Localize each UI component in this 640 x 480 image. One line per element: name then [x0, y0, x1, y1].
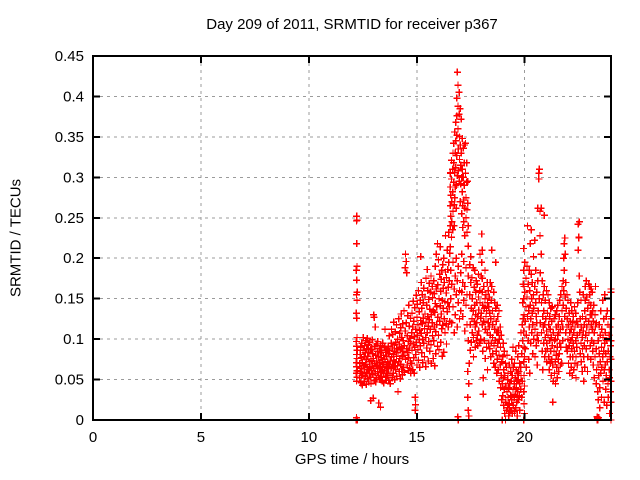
y-tick-label: 0.1: [63, 331, 84, 348]
y-tick-label: 0.45: [55, 48, 84, 65]
y-tick-label: 0.4: [63, 88, 84, 105]
y-tick-label: 0: [76, 412, 84, 429]
y-tick-label: 0.35: [55, 129, 84, 146]
x-tick-label: 20: [516, 429, 533, 446]
tick-labels: 0 5 10 15 20 0 0.05 0.1 0.15 0.2 0.25 0.3 0.35 0.4 0.4…: [55, 48, 533, 446]
gridlines: [93, 56, 611, 420]
x-axis-label: GPS time / hours: [294, 451, 410, 468]
plot-border: [92, 55, 612, 421]
y-axis-label: SRMTID / TECUs: [7, 178, 25, 298]
x-tick-label: 10: [300, 429, 317, 446]
y-tick-label: 0.05: [55, 372, 84, 389]
y-tick-label: 0.25: [55, 210, 84, 227]
data-points: [352, 68, 615, 424]
y-tick-label: 0.2: [63, 250, 84, 267]
y-tick-label: 0.15: [55, 291, 84, 308]
x-tick-label: 0: [89, 429, 97, 446]
x-tick-label: 15: [408, 429, 425, 446]
axis-ticks: [92, 55, 611, 421]
x-tick-label: 5: [197, 429, 205, 446]
chart-title: Day 209 of 2011, SRMTID for receiver p36…: [206, 16, 498, 33]
y-tick-label: 0.3: [63, 169, 84, 186]
